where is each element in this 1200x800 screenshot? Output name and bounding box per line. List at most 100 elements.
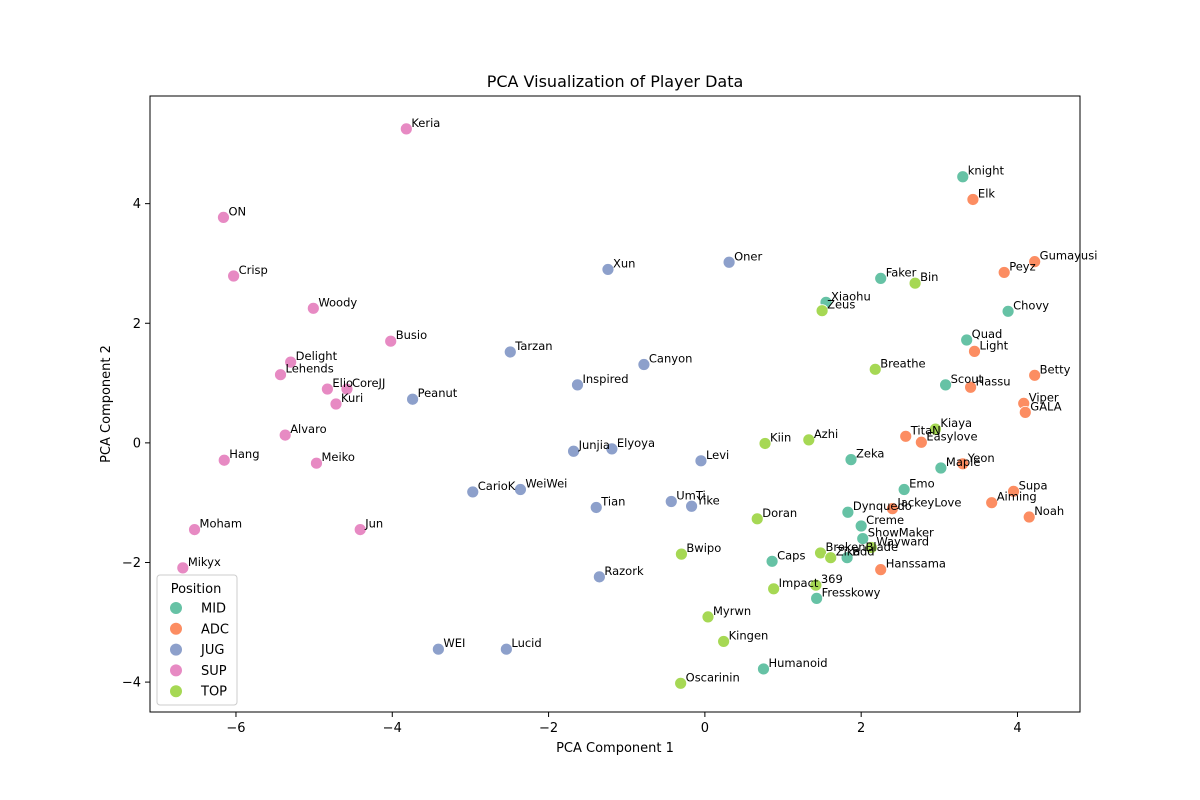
point-label: Wayward (876, 535, 929, 549)
points-layer (176, 122, 1042, 690)
data-point-peanut (406, 392, 419, 406)
point-label: WEI (443, 636, 465, 650)
point-label: Junjia (578, 438, 610, 452)
point-label: Doran (762, 506, 797, 520)
point-label: Xun (613, 256, 635, 270)
y-tick-label: −4 (122, 676, 141, 691)
legend-label: MID (201, 602, 226, 617)
point-label: Jun (364, 517, 383, 531)
data-point-corejj (340, 382, 354, 396)
point-label: Light (979, 338, 1008, 352)
data-point-oscarinin (674, 676, 688, 690)
data-point-busio (384, 334, 398, 348)
point-label: Betty (1040, 362, 1071, 376)
x-axis-title: PCA Component 1 (556, 741, 674, 756)
legend-label: JUG (200, 643, 224, 658)
data-point-elyoya (605, 442, 619, 456)
legend-entries: MID ADC JUG SUP TOP (170, 602, 229, 700)
point-label: Gumayusi (1040, 249, 1098, 263)
y-tick-label: 2 (133, 317, 141, 332)
point-label: Lucid (511, 636, 541, 650)
data-point-betty (1028, 368, 1042, 382)
data-point-crisp (227, 269, 241, 283)
point-label: Moham (200, 517, 243, 531)
data-point-hang (217, 453, 231, 467)
x-tick-label: −6 (226, 721, 245, 736)
legend-marker (170, 602, 182, 614)
point-label: Hang (229, 447, 259, 461)
point-label: Kuri (341, 391, 363, 405)
point-label: Keria (411, 116, 440, 130)
legend-label: SUP (201, 664, 227, 679)
point-label: Oner (734, 249, 762, 263)
point-label: Alvaro (290, 422, 326, 436)
x-tick-label: −4 (383, 721, 402, 736)
data-point-oner (722, 255, 736, 269)
data-point-yike (685, 499, 698, 513)
point-label: Chovy (1013, 298, 1049, 312)
point-label: Caps (777, 548, 805, 562)
axes-layer: −6 −4 −2 0 2 4 −4 −2 0 2 4 (122, 197, 1022, 736)
data-point-elio (321, 382, 334, 396)
point-label: Noah (1034, 504, 1064, 518)
x-tick-label: 0 (701, 721, 709, 736)
point-label: Elyoya (617, 436, 655, 450)
point-label: Yike (696, 493, 720, 507)
data-point-zeus (815, 304, 829, 318)
data-point-umti (664, 495, 678, 508)
data-point-wayward (864, 541, 878, 554)
point-label: Scout (951, 372, 984, 386)
point-label: Humanoid (768, 656, 827, 670)
data-point-scout (939, 378, 952, 392)
legend-title: Position (171, 582, 222, 597)
data-point-breathe (868, 362, 882, 376)
data-point-yeon (956, 457, 970, 471)
y-axis-title: PCA Component 2 (99, 345, 114, 463)
y-tick-label: 4 (133, 197, 141, 212)
data-point-kiaya (929, 422, 942, 436)
data-point-myrwn (701, 610, 715, 624)
point-label: Lehends (286, 362, 334, 376)
legend-marker (170, 685, 182, 698)
point-label: Xiaohu (831, 289, 871, 303)
data-point-bwipo (675, 547, 688, 561)
point-label: JackeyLove (896, 496, 961, 510)
x-tick-label: 4 (1013, 721, 1021, 736)
point-label: Myrwn (713, 604, 751, 618)
data-point-tian (589, 501, 603, 514)
point-label: Maple (946, 455, 981, 469)
data-point-elk (966, 193, 980, 206)
point-label: Easylove (926, 429, 977, 443)
data-point-emo (897, 483, 911, 496)
data-point-aiming (985, 496, 999, 510)
data-point-hassu (964, 380, 977, 394)
point-label: CarioK (478, 479, 516, 493)
data-point-light (968, 344, 981, 358)
point-label: Dynquedo (853, 499, 912, 513)
point-label: Breathe (880, 356, 925, 370)
point-label: Levi (706, 448, 729, 462)
legend-label: ADC (201, 622, 229, 637)
point-label: Elio (332, 376, 353, 390)
data-point-alvaro (278, 428, 292, 442)
point-label: Zeka (856, 447, 884, 461)
point-label: Kingen (729, 628, 769, 642)
point-label: Canyon (649, 352, 693, 366)
point-label: Hanssama (886, 557, 946, 571)
point-label: knight (968, 164, 1005, 178)
data-point-noah (1022, 510, 1036, 524)
data-point-369 (809, 578, 823, 592)
data-point-levi (694, 454, 708, 468)
chart-title: PCA Visualization of Player Data (487, 72, 744, 91)
data-point-faker (874, 272, 888, 285)
legend-label: TOP (200, 685, 227, 700)
legend-marker (170, 664, 182, 677)
data-point-cariok (466, 485, 480, 499)
data-point-kiin (758, 437, 772, 450)
data-point-jun (353, 523, 367, 536)
data-point-peyz (997, 266, 1011, 279)
data-point-wei (431, 642, 445, 656)
point-label: Delight (296, 349, 338, 363)
data-point-weiwei (514, 483, 527, 496)
